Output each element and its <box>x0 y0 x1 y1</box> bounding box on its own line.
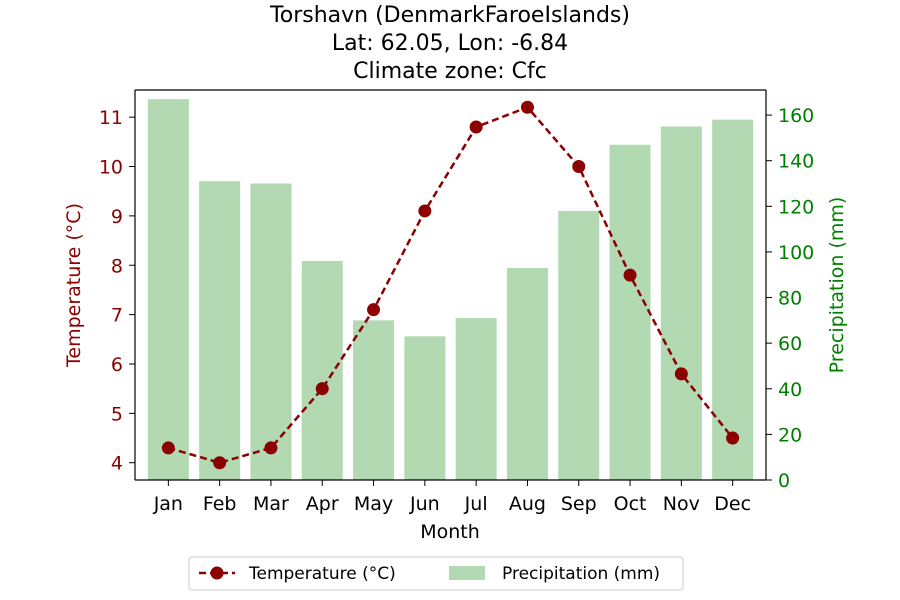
right-axis-label: Precipitation (mm) <box>826 197 848 374</box>
precipitation-tick-label: 100 <box>778 242 814 264</box>
precipitation-bar-jan <box>147 99 189 481</box>
precipitation-bar-mar <box>250 183 292 480</box>
temperature-point-feb <box>213 456 227 470</box>
temperature-point-jan <box>161 441 175 455</box>
month-tick-label: Jun <box>409 493 440 515</box>
title-line-2: Lat: 62.05, Lon: -6.84 <box>332 31 568 56</box>
month-tick-label: Oct <box>614 493 647 515</box>
legend-precipitation-label: Precipitation (mm) <box>502 564 660 584</box>
temperature-tick-label: 11 <box>99 107 123 129</box>
precipitation-tick-label: 60 <box>778 333 802 355</box>
precipitation-axis: 0 20 40 60 80 100 120 140 160 <box>766 105 814 492</box>
temperature-tick-label: 5 <box>111 403 123 425</box>
temperature-point-jul <box>469 120 483 134</box>
precipitation-tick-label: 20 <box>778 424 802 446</box>
month-tick-label: Dec <box>714 493 751 515</box>
temperature-tick-label: 8 <box>111 255 123 277</box>
axes <box>134 89 767 481</box>
legend-temperature-label: Temperature (°C) <box>248 564 396 584</box>
temperature-point-nov <box>674 367 688 381</box>
precipitation-bar-apr <box>301 261 343 480</box>
title-line-1: Torshavn (DenmarkFaroeIslands) <box>269 3 630 28</box>
temperature-tick-label: 7 <box>111 305 123 327</box>
temperature-series-line <box>167 105 734 465</box>
precipitation-bar-oct <box>609 144 651 480</box>
month-axis: Jan Feb Mar Apr May Jun Jul Aug Sep Oct Nov Dec <box>153 480 751 515</box>
temperature-line <box>161 100 740 470</box>
precipitation-bar-feb <box>199 181 241 480</box>
month-tick-label: Jan <box>153 493 183 515</box>
temperature-tick-label: 6 <box>111 354 123 376</box>
temperature-point-aug <box>520 100 534 114</box>
month-tick-label: Feb <box>203 493 237 515</box>
month-tick-label: Nov <box>663 493 700 515</box>
temperature-point-oct <box>623 268 637 282</box>
temperature-tick-label: 4 <box>111 453 123 475</box>
legend-temperature-marker <box>210 566 224 580</box>
precipitation-bars <box>147 99 754 481</box>
legend-precipitation-swatch <box>449 566 485 580</box>
temperature-point-sep <box>572 160 586 174</box>
precipitation-tick-label: 80 <box>778 288 802 310</box>
precipitation-bar-jun <box>404 336 446 480</box>
temperature-tick-label: 9 <box>111 206 123 228</box>
precipitation-tick-label: 120 <box>778 196 814 218</box>
month-tick-label: May <box>354 493 393 515</box>
precipitation-bar-nov <box>660 126 702 481</box>
precipitation-tick-label: 0 <box>778 470 790 492</box>
temperature-point-apr <box>315 382 329 396</box>
precipitation-tick-label: 140 <box>778 151 814 173</box>
legend-box <box>188 556 684 591</box>
chart-title: Torshavn (DenmarkFaroeIslands) Lat: 62.0… <box>269 3 630 84</box>
precipitation-bar-may <box>353 320 395 480</box>
month-tick-label: Sep <box>561 493 597 515</box>
temperature-point-dec <box>726 431 740 445</box>
temperature-axis: 4 5 6 7 8 9 10 11 <box>99 107 135 475</box>
legend: Temperature (°C) Precipitation (mm) <box>188 556 684 591</box>
month-tick-label: Apr <box>306 493 339 515</box>
month-tick-label: Jul <box>464 493 488 515</box>
temperature-point-mar <box>264 441 278 455</box>
temperature-tick-label: 10 <box>99 157 123 179</box>
left-axis-label: Temperature (°C) <box>63 203 85 368</box>
precipitation-bar-aug <box>506 267 548 480</box>
title-line-3: Climate zone: Cfc <box>353 59 547 84</box>
precipitation-bar-sep <box>558 210 600 480</box>
month-tick-label: Aug <box>509 493 546 515</box>
precipitation-bar-dec <box>712 119 754 481</box>
temperature-point-jun <box>418 204 432 218</box>
temperature-point-may <box>367 303 381 317</box>
precipitation-bar-jul <box>455 318 497 480</box>
precipitation-tick-label: 40 <box>778 379 802 401</box>
x-axis-label: Month <box>420 521 480 543</box>
month-tick-label: Mar <box>253 493 289 515</box>
precipitation-tick-label: 160 <box>778 105 814 127</box>
